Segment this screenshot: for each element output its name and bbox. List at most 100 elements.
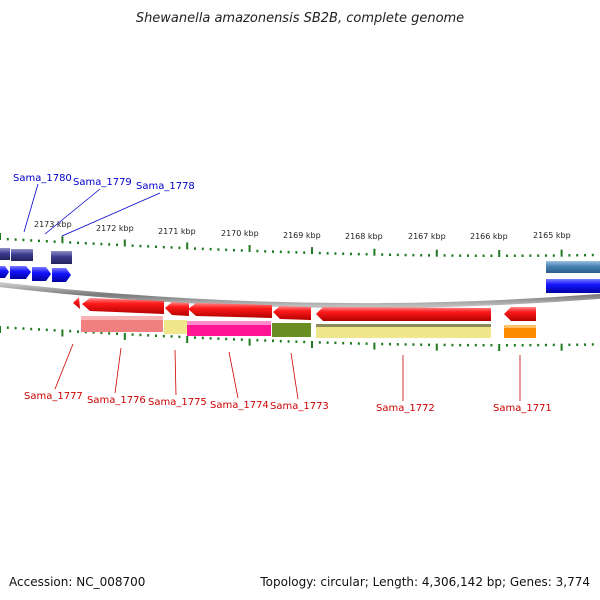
minor-tick	[576, 254, 579, 257]
minor-tick	[240, 338, 243, 341]
gene-arrow[interactable]	[0, 266, 9, 278]
major-tick	[61, 329, 64, 337]
minor-tick	[428, 254, 430, 257]
gene-arrow[interactable]	[273, 306, 311, 320]
map-title: Shewanella amazonensis SB2B, complete ge…	[136, 11, 464, 26]
minor-tick	[584, 253, 586, 257]
gene-label-bottom[interactable]: Sama_1775	[148, 397, 207, 408]
minor-tick	[30, 239, 33, 242]
gene-arrow[interactable]	[73, 297, 80, 309]
major-tick	[498, 344, 501, 351]
gene-label-top[interactable]: Sama_1780	[13, 173, 72, 184]
minor-tick	[77, 241, 79, 245]
minor-tick	[217, 337, 220, 340]
gene-feature[interactable]	[0, 248, 10, 260]
minor-tick	[451, 254, 454, 257]
bottom-strand-arrows	[73, 297, 536, 321]
gene-label-bottom[interactable]: Sama_1771	[493, 403, 552, 414]
gene-arrow[interactable]	[504, 307, 536, 321]
minor-tick	[69, 241, 72, 244]
minor-tick	[537, 343, 540, 347]
tick-label: 2169 kbp	[283, 231, 321, 240]
minor-tick	[14, 326, 17, 330]
major-tick	[435, 249, 438, 257]
minor-tick	[576, 343, 579, 346]
gene-feature[interactable]	[546, 279, 600, 293]
gene-arrow[interactable]	[10, 266, 31, 279]
minor-tick	[38, 239, 40, 243]
gene-arrow[interactable]	[32, 267, 51, 281]
gene-feature[interactable]	[546, 261, 600, 273]
minor-tick	[545, 254, 547, 257]
minor-tick	[350, 342, 352, 345]
minor-tick	[279, 250, 282, 254]
top-strand-arrows	[0, 266, 600, 293]
gene-label-top[interactable]: Sama_1778	[136, 181, 195, 192]
minor-tick	[529, 343, 532, 347]
gene-label-bottom[interactable]: Sama_1776	[87, 395, 146, 406]
minor-tick	[513, 344, 516, 347]
gene-arrow[interactable]	[188, 303, 272, 318]
minor-tick	[295, 340, 298, 343]
minor-tick	[108, 332, 111, 335]
minor-tick	[264, 339, 267, 342]
minor-tick	[350, 252, 352, 256]
minor-tick	[295, 251, 298, 254]
minor-tick	[217, 248, 220, 251]
minor-tick	[178, 246, 181, 250]
minor-tick	[209, 247, 212, 251]
minor-tick	[521, 344, 524, 347]
gene-arrow[interactable]	[82, 298, 164, 314]
minor-tick	[92, 331, 95, 334]
minor-tick	[552, 254, 555, 257]
minor-tick	[178, 335, 181, 339]
major-tick	[560, 343, 563, 351]
minor-tick	[506, 254, 508, 257]
cog-band	[272, 323, 311, 337]
gene-arrow[interactable]	[52, 268, 71, 282]
cog-band	[316, 324, 491, 327]
accession-label: Accession: NC_008700	[9, 575, 145, 589]
minor-tick	[381, 253, 384, 256]
minor-tick	[22, 327, 25, 330]
minor-tick	[170, 246, 173, 249]
minor-tick	[326, 252, 329, 255]
leader-line	[228, 351, 239, 399]
minor-tick	[474, 343, 477, 347]
minor-tick	[443, 343, 446, 347]
major-tick	[0, 326, 1, 333]
tick-label: 2173 kbp	[34, 220, 72, 229]
minor-tick	[568, 254, 571, 257]
gene-label-top[interactable]: Sama_1779	[73, 177, 132, 188]
minor-tick	[381, 342, 384, 346]
minor-tick	[365, 342, 368, 345]
minor-tick	[100, 242, 103, 246]
minor-tick	[420, 343, 423, 346]
minor-tick	[201, 336, 204, 340]
gene-feature[interactable]	[51, 251, 72, 264]
gene-label-bottom[interactable]: Sama_1777	[24, 391, 83, 402]
leader-line	[61, 192, 161, 237]
minor-tick	[6, 326, 9, 329]
tick-label: 2171 kbp	[158, 227, 196, 236]
minor-tick	[342, 341, 345, 345]
minor-tick	[552, 343, 555, 347]
gene-feature[interactable]	[11, 249, 33, 261]
minor-tick	[326, 341, 329, 344]
tick-label: 2167 kbp	[408, 232, 446, 241]
minor-tick	[365, 253, 368, 256]
leader-line	[174, 349, 177, 396]
minor-tick	[77, 330, 79, 333]
minor-tick	[591, 343, 594, 346]
minor-tick	[147, 334, 150, 337]
gene-arrow[interactable]	[165, 302, 189, 316]
major-tick	[248, 245, 251, 252]
minor-tick	[209, 337, 212, 340]
gene-label-bottom[interactable]: Sama_1773	[270, 401, 329, 412]
gene-arrow[interactable]	[316, 307, 491, 321]
gene-label-bottom[interactable]: Sama_1774	[210, 400, 269, 411]
minor-tick	[482, 254, 485, 257]
minor-tick	[482, 344, 485, 347]
gene-label-bottom[interactable]: Sama_1772	[376, 403, 435, 414]
